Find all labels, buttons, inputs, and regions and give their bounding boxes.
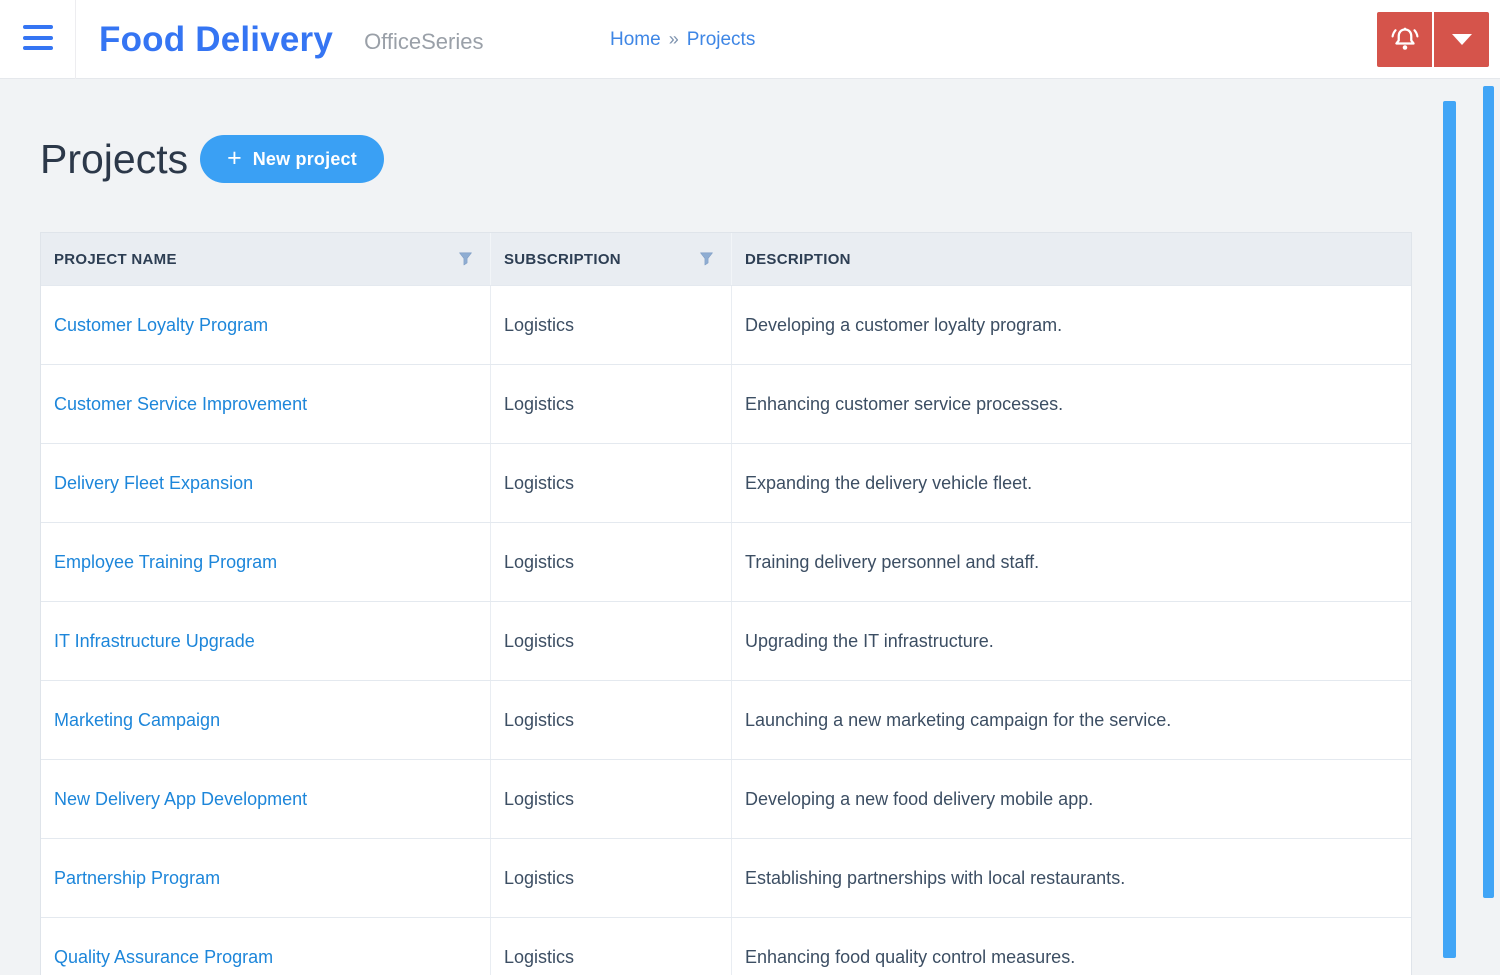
description-cell: Upgrading the IT infrastructure.: [745, 630, 994, 651]
project-name-cell: IT Infrastructure Upgrade: [41, 602, 491, 680]
project-link[interactable]: IT Infrastructure Upgrade: [54, 630, 255, 651]
column-header-project-name[interactable]: PROJECT NAME: [41, 233, 491, 285]
description-cell: Establishing partnerships with local res…: [745, 867, 1126, 888]
table-row: Customer Loyalty Program Logistics Develop…: [41, 285, 1411, 364]
project-link[interactable]: Quality Assurance Program: [54, 946, 274, 967]
subscription-cell: Logistics: [491, 760, 732, 838]
project-link[interactable]: Delivery Fleet Expansion: [54, 472, 254, 493]
column-header-subscription[interactable]: SUBSCRIPTION: [491, 233, 732, 285]
page-scrollbar[interactable]: [1483, 86, 1494, 898]
header-divider: [75, 0, 76, 79]
table-row: Delivery Fleet Expansion Logistics Expandi…: [41, 443, 1411, 522]
notifications-button[interactable]: [1377, 12, 1432, 67]
page-title: Projects: [40, 135, 189, 182]
new-project-button[interactable]: + New project: [200, 135, 384, 183]
new-project-label: New project: [252, 148, 357, 169]
table-header: PROJECT NAME SUBSCRIPTION: [41, 233, 1411, 285]
breadcrumb-home-link[interactable]: Home: [610, 28, 661, 50]
table-row: Quality Assurance Program Logistics Enhanc…: [41, 917, 1411, 975]
description-cell: Training delivery personnel and staff.: [745, 551, 1040, 572]
breadcrumb: Home » Projects: [610, 0, 755, 79]
column-label: DESCRIPTION: [745, 250, 851, 268]
table-row: Customer Service Improvement Logistics Enh…: [41, 364, 1411, 443]
main-content: Projects + New project PROJECT NAME SUBS…: [0, 79, 1500, 975]
app-title: Food Delivery: [99, 19, 334, 59]
description-cell: Developing a new food delivery mobile ap…: [745, 788, 1094, 809]
filter-icon[interactable]: [699, 251, 714, 267]
brand: Food Delivery OfficeSeries: [99, 0, 483, 79]
subscription-cell: Logistics: [491, 918, 732, 975]
column-label: PROJECT NAME: [54, 250, 177, 268]
description-cell: Enhancing food quality control measures.: [745, 946, 1076, 967]
top-header: Food Delivery OfficeSeries Home » Projec…: [0, 0, 1500, 79]
description-cell: Enhancing customer service processes.: [745, 393, 1064, 414]
table-row: IT Infrastructure Upgrade Logistics Upgrad…: [41, 601, 1411, 680]
subscription-cell: Logistics: [491, 839, 732, 917]
subscription-cell: Logistics: [491, 602, 732, 680]
filter-icon[interactable]: [458, 251, 473, 267]
content-scrollbar[interactable]: [1443, 101, 1456, 958]
project-name-cell: Delivery Fleet Expansion: [41, 444, 491, 522]
project-name-cell: Marketing Campaign: [41, 681, 491, 759]
suite-name: OfficeSeries: [364, 28, 484, 54]
subscription-cell: Logistics: [491, 523, 732, 601]
hamburger-icon: [23, 25, 53, 50]
project-link[interactable]: New Delivery App Development: [54, 788, 308, 809]
subscription-cell: Logistics: [491, 681, 732, 759]
column-header-description[interactable]: DESCRIPTION: [732, 233, 1411, 285]
subscription-cell: Logistics: [491, 286, 732, 364]
header-actions: [1377, 12, 1489, 67]
table-row: Marketing Campaign Logistics Launching a n…: [41, 680, 1411, 759]
project-name-cell: Quality Assurance Program: [41, 918, 491, 975]
menu-button[interactable]: [20, 24, 56, 55]
project-name-cell: Partnership Program: [41, 839, 491, 917]
subscription-cell: Logistics: [491, 444, 732, 522]
subscription-cell: Logistics: [491, 365, 732, 443]
project-link[interactable]: Marketing Campaign: [54, 709, 221, 730]
description-cell: Developing a customer loyalty program.: [745, 314, 1063, 335]
project-link[interactable]: Partnership Program: [54, 867, 221, 888]
description-cell: Launching a new marketing campaign for t…: [745, 709, 1172, 730]
project-link[interactable]: Employee Training Program: [54, 551, 278, 572]
project-name-cell: Customer Service Improvement: [41, 365, 491, 443]
plus-icon: +: [227, 143, 242, 172]
project-link[interactable]: Customer Loyalty Program: [54, 314, 269, 335]
chevron-down-icon: [1451, 34, 1472, 45]
column-label: SUBSCRIPTION: [504, 250, 621, 268]
project-link[interactable]: Customer Service Improvement: [54, 393, 308, 414]
breadcrumb-separator-icon: »: [668, 29, 679, 49]
project-name-cell: Customer Loyalty Program: [41, 286, 491, 364]
title-row: Projects + New project: [40, 131, 1460, 187]
table-body: Customer Loyalty Program Logistics Develop…: [41, 285, 1411, 975]
description-cell: Expanding the delivery vehicle fleet.: [745, 472, 1033, 493]
table-row: Employee Training Program Logistics Traini…: [41, 522, 1411, 601]
table-row: Partnership Program Logistics Establishing…: [41, 838, 1411, 917]
account-menu-button[interactable]: [1434, 12, 1489, 67]
project-name-cell: Employee Training Program: [41, 523, 491, 601]
projects-table: PROJECT NAME SUBSCRIPTION: [40, 232, 1412, 975]
table-row: New Delivery App Development Logistics Dev…: [41, 759, 1411, 838]
project-name-cell: New Delivery App Development: [41, 760, 491, 838]
breadcrumb-current-link[interactable]: Projects: [686, 28, 756, 50]
bell-icon: [1391, 27, 1418, 50]
